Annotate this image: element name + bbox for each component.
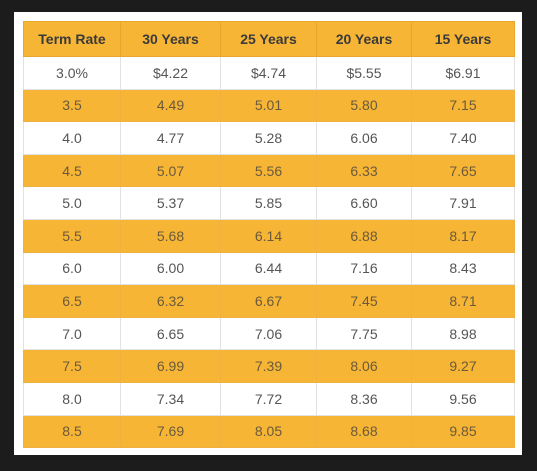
cell-25-years: 5.28 <box>220 121 317 155</box>
cell-term-rate: 7.5 <box>23 349 121 383</box>
table-row: 3.5 4.49 5.01 5.80 7.15 <box>23 88 515 123</box>
cell-15-years: 9.85 <box>411 414 515 449</box>
table-row: 7.0 6.65 7.06 7.75 8.98 <box>23 316 515 351</box>
header-term-rate: Term Rate <box>23 21 121 57</box>
cell-20-years: 7.16 <box>316 251 412 286</box>
cell-20-years: 6.60 <box>316 186 412 220</box>
cell-term-rate: 6.5 <box>23 284 121 318</box>
header-15-years: 15 Years <box>411 21 515 57</box>
cell-term-rate: 3.0% <box>23 56 121 90</box>
cell-term-rate: 4.0 <box>23 121 121 155</box>
table-row: 6.5 6.32 6.67 7.45 8.71 <box>23 284 515 318</box>
cell-20-years: 7.75 <box>316 316 412 351</box>
cell-15-years: 9.27 <box>411 349 515 383</box>
cell-term-rate: 8.5 <box>23 414 121 449</box>
cell-20-years: 6.06 <box>316 121 412 155</box>
cell-30-years: 5.07 <box>120 153 221 188</box>
cell-15-years: $6.91 <box>411 56 515 90</box>
cell-15-years: 8.43 <box>411 251 515 286</box>
cell-30-years: 4.77 <box>120 121 221 155</box>
cell-term-rate: 5.5 <box>23 218 121 253</box>
cell-25-years: 8.05 <box>220 414 317 449</box>
header-25-years: 25 Years <box>220 21 317 57</box>
cell-term-rate: 8.0 <box>23 381 121 416</box>
cell-15-years: 7.65 <box>411 153 515 188</box>
cell-30-years: 5.68 <box>120 218 221 253</box>
cell-30-years: 4.49 <box>120 88 221 123</box>
cell-term-rate: 4.5 <box>23 153 121 188</box>
cell-30-years: $4.22 <box>120 56 221 90</box>
table-header-row: Term Rate 30 Years 25 Years 20 Years 15 … <box>23 21 515 57</box>
cell-25-years: 5.56 <box>220 153 317 188</box>
cell-15-years: 9.56 <box>411 381 515 416</box>
cell-20-years: 6.88 <box>316 218 412 253</box>
cell-term-rate: 6.0 <box>23 251 121 286</box>
cell-20-years: 8.06 <box>316 349 412 383</box>
header-30-years: 30 Years <box>120 21 221 57</box>
cell-25-years: 7.39 <box>220 349 317 383</box>
cell-30-years: 5.37 <box>120 186 221 220</box>
table-row: 4.0 4.77 5.28 6.06 7.40 <box>23 121 515 155</box>
cell-30-years: 7.69 <box>120 414 221 449</box>
cell-20-years: 6.33 <box>316 153 412 188</box>
cell-25-years: 7.72 <box>220 381 317 416</box>
cell-20-years: $5.55 <box>316 56 412 90</box>
cell-term-rate: 7.0 <box>23 316 121 351</box>
cell-15-years: 7.15 <box>411 88 515 123</box>
table-row: 8.5 7.69 8.05 8.68 9.85 <box>23 414 515 449</box>
cell-term-rate: 3.5 <box>23 88 121 123</box>
header-20-years: 20 Years <box>316 21 412 57</box>
cell-20-years: 8.68 <box>316 414 412 449</box>
cell-25-years: 5.85 <box>220 186 317 220</box>
cell-15-years: 7.40 <box>411 121 515 155</box>
cell-25-years: 5.01 <box>220 88 317 123</box>
cell-15-years: 8.71 <box>411 284 515 318</box>
cell-15-years: 8.17 <box>411 218 515 253</box>
cell-30-years: 7.34 <box>120 381 221 416</box>
cell-term-rate: 5.0 <box>23 186 121 220</box>
cell-20-years: 7.45 <box>316 284 412 318</box>
table-row: 7.5 6.99 7.39 8.06 9.27 <box>23 349 515 383</box>
mortgage-rate-table: Term Rate 30 Years 25 Years 20 Years 15 … <box>23 21 515 449</box>
cell-25-years: 7.06 <box>220 316 317 351</box>
cell-30-years: 6.99 <box>120 349 221 383</box>
cell-30-years: 6.32 <box>120 284 221 318</box>
table-row: 6.0 6.00 6.44 7.16 8.43 <box>23 251 515 286</box>
cell-20-years: 8.36 <box>316 381 412 416</box>
cell-15-years: 8.98 <box>411 316 515 351</box>
cell-25-years: 6.67 <box>220 284 317 318</box>
cell-20-years: 5.80 <box>316 88 412 123</box>
cell-30-years: 6.65 <box>120 316 221 351</box>
cell-15-years: 7.91 <box>411 186 515 220</box>
table-row: 3.0% $4.22 $4.74 $5.55 $6.91 <box>23 56 515 90</box>
cell-25-years: $4.74 <box>220 56 317 90</box>
table-row: 5.5 5.68 6.14 6.88 8.17 <box>23 218 515 253</box>
table-row: 4.5 5.07 5.56 6.33 7.65 <box>23 153 515 188</box>
table-row: 8.0 7.34 7.72 8.36 9.56 <box>23 381 515 416</box>
cell-30-years: 6.00 <box>120 251 221 286</box>
cell-25-years: 6.14 <box>220 218 317 253</box>
table-row: 5.0 5.37 5.85 6.60 7.91 <box>23 186 515 220</box>
table-card: Term Rate 30 Years 25 Years 20 Years 15 … <box>14 12 522 455</box>
cell-25-years: 6.44 <box>220 251 317 286</box>
